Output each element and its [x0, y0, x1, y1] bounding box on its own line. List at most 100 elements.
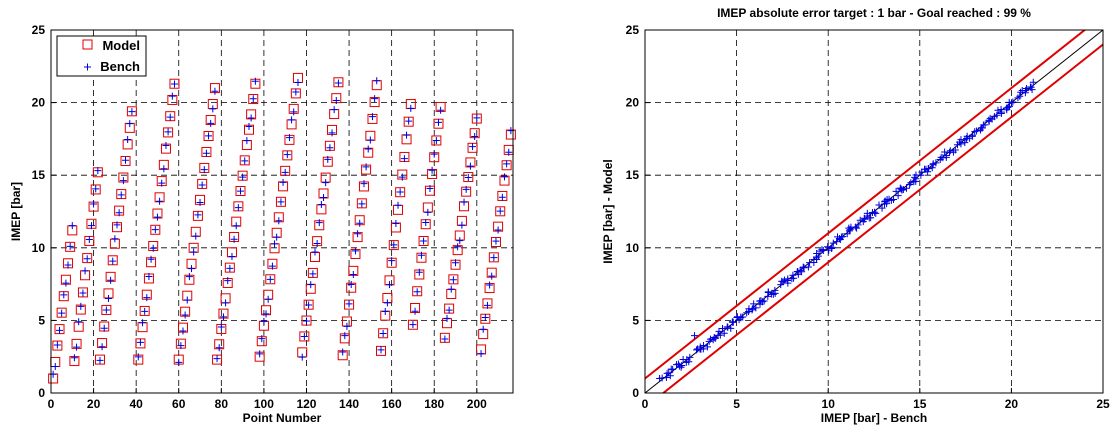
comparison-point	[750, 300, 758, 308]
model-point	[107, 255, 118, 266]
comparison-point	[665, 369, 673, 377]
comparison-point	[691, 332, 699, 340]
model-point	[212, 354, 223, 365]
comparison-point	[685, 358, 693, 366]
bench-point	[417, 251, 425, 259]
x-tick-label: 5	[733, 397, 740, 411]
bench-point	[111, 235, 119, 243]
comparison-point	[946, 147, 954, 155]
bench-point	[366, 136, 374, 144]
comparison-point	[961, 136, 969, 144]
model-point	[203, 130, 214, 141]
bench-point	[128, 108, 136, 116]
bench-point	[358, 200, 366, 208]
model-point	[303, 299, 314, 310]
x-tick-label: 10	[822, 397, 836, 411]
bench-point	[354, 230, 362, 238]
model-point	[301, 315, 312, 326]
comparison-point	[878, 204, 886, 212]
bench-point	[458, 221, 466, 229]
comparison-point	[932, 159, 940, 167]
bench-point	[213, 355, 221, 363]
model-point	[94, 354, 105, 365]
bench-point	[243, 137, 251, 145]
comparison-point	[973, 127, 981, 135]
left-x-axis-label: Point Number	[243, 411, 322, 425]
left-legend: Model Bench	[56, 35, 147, 77]
comparison-point	[1017, 88, 1025, 96]
y-tick-label: 15	[626, 168, 640, 182]
y-tick-label: 20	[626, 96, 640, 110]
comparison-point	[994, 106, 1002, 114]
right-x-ticks: 0 5 10 15 20 25	[642, 388, 1110, 411]
x-tick-label: 20	[87, 397, 101, 411]
bench-point	[153, 213, 161, 221]
model-point	[192, 210, 203, 221]
bench-point	[490, 254, 498, 262]
bench-point	[109, 257, 117, 265]
bench-point	[70, 354, 78, 362]
legend-model-label: Model	[102, 38, 140, 53]
bench-point	[190, 248, 198, 256]
x-tick-label: 100	[254, 397, 274, 411]
comparison-point	[794, 270, 802, 278]
bench-point	[445, 306, 453, 314]
model-point	[77, 287, 88, 298]
bench-point	[268, 262, 276, 270]
bench-point	[356, 219, 364, 227]
model-point	[265, 274, 276, 285]
bench-point	[249, 95, 257, 103]
bench-point	[328, 129, 336, 137]
right-marks	[656, 78, 1037, 382]
bench-point	[388, 257, 396, 265]
comparison-point	[892, 187, 900, 195]
comparison-point	[662, 374, 670, 382]
bench-point	[188, 265, 196, 273]
left-marks	[48, 72, 516, 384]
y-tick-label: 20	[32, 96, 46, 110]
bench-point	[75, 318, 83, 326]
bench-point	[460, 198, 468, 206]
bench-point	[494, 226, 502, 234]
bench-point	[409, 321, 417, 329]
y-tick-label: 25	[626, 23, 640, 37]
model-point	[235, 186, 246, 197]
legend-bench-plus	[84, 63, 91, 71]
bench-point	[420, 237, 428, 245]
comparison-point	[1027, 83, 1035, 91]
comparison-point	[912, 177, 920, 185]
bench-point	[73, 343, 81, 351]
comparison-point	[993, 111, 1001, 119]
bench-point	[386, 281, 394, 289]
bench-point	[411, 307, 419, 315]
bench-point	[473, 114, 481, 122]
x-tick-label: 0	[642, 397, 649, 411]
bench-point	[87, 222, 95, 230]
bench-point	[281, 168, 289, 176]
bench-point	[330, 106, 338, 114]
bench-point	[64, 261, 72, 269]
bench-point	[324, 155, 332, 163]
comparison-point	[896, 184, 904, 192]
bench-point	[194, 211, 202, 219]
bench-point	[413, 288, 421, 296]
x-tick-label: 80	[215, 397, 229, 411]
bench-point	[245, 122, 253, 130]
bench-point	[320, 193, 328, 201]
bench-point	[217, 323, 225, 331]
comparison-point	[1029, 78, 1037, 86]
y-tick-label: 5	[632, 313, 639, 327]
comparison-point	[760, 297, 768, 305]
bench-point	[202, 149, 210, 157]
model-point	[82, 253, 93, 264]
x-tick-label: 140	[339, 397, 359, 411]
bench-point	[107, 276, 115, 284]
model-point	[120, 155, 131, 166]
model-point	[407, 319, 418, 330]
comparison-point	[1016, 92, 1024, 100]
bench-point	[398, 173, 406, 181]
model-point	[224, 262, 235, 273]
comparison-point	[748, 306, 756, 314]
bench-point	[156, 197, 164, 205]
